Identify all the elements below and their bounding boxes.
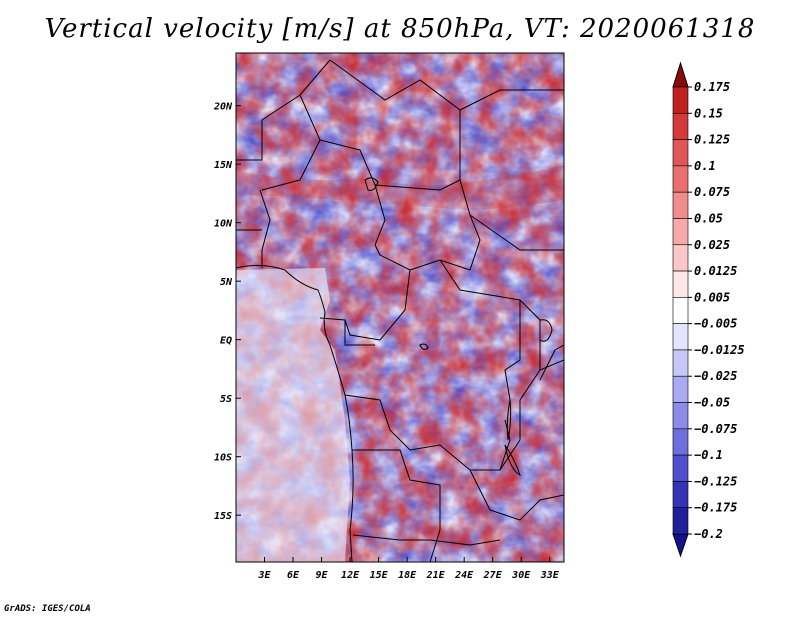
colorbar-label: −0.1: [694, 448, 723, 462]
lat-tick-label: 15N: [214, 160, 233, 171]
lon-tick-label: 27E: [483, 570, 503, 581]
colorbar-segment: [672, 402, 689, 430]
colorbar-label: −0.075: [694, 422, 737, 436]
colorbar-top-arrow: [672, 61, 689, 88]
colorbar-bottom-arrow: [672, 533, 689, 558]
lat-tick-label: EQ: [220, 336, 232, 347]
longitude-axis: 3E 6E 9E 12E 15E 18E 21E 24E 27E 30E 33E: [257, 557, 560, 581]
colorbar-legend: 0.175 0.15 0.125 0.1 0.075 0.05 0.025 0.0125 0.0…: [672, 61, 745, 558]
colorbar-segment: [672, 218, 689, 246]
grads-credit: GrADS: IGES/COLA: [4, 604, 91, 614]
colorbar-label: 0.175: [694, 80, 730, 94]
colorbar-label: −0.175: [694, 501, 737, 515]
lat-tick-label: 5S: [220, 394, 232, 405]
vertical-velocity-field: [236, 53, 564, 562]
colorbar-label: 0.025: [694, 238, 730, 252]
colorbar-label: −0.0125: [694, 343, 745, 357]
colorbar-segment: [672, 454, 689, 482]
lat-tick-label: 10S: [214, 453, 232, 464]
colorbar-label: −0.05: [694, 396, 730, 410]
lakes: [364, 177, 553, 476]
colorbar-segment: [672, 191, 689, 219]
colorbar-segment: [672, 323, 689, 351]
colorbar-segment: [672, 139, 689, 167]
colorbar-label: 0.0125: [694, 264, 737, 278]
colorbar-label: −0.2: [694, 527, 723, 541]
latitude-axis: 20N 15N 10N 5N EQ 5S 10S 15S: [213, 102, 241, 522]
colorbar-label: 0.1: [694, 159, 716, 173]
lon-tick-label: 18E: [398, 570, 417, 581]
lon-tick-label: 6E: [287, 570, 300, 581]
colorbar-label: 0.05: [694, 211, 723, 225]
colorbar-label: 0.075: [694, 185, 730, 199]
lon-tick-label: 30E: [511, 570, 531, 581]
colorbar-segment: [672, 112, 689, 140]
colorbar-segment: [672, 270, 689, 298]
colorbar-label: −0.025: [694, 369, 737, 383]
lon-tick-label: 21E: [426, 570, 446, 581]
colorbar-segment: [672, 244, 689, 272]
country-borders: [236, 59, 564, 562]
colorbar-segment: [672, 165, 689, 193]
colorbar-label: 0.125: [694, 133, 730, 147]
colorbar-segment: [672, 507, 689, 535]
lon-tick-label: 15E: [370, 570, 389, 581]
lat-tick-label: 15S: [214, 511, 232, 522]
colorbar-segment: [672, 481, 689, 509]
lon-tick-label: 12E: [341, 570, 360, 581]
colorbar-label: −0.005: [694, 317, 737, 331]
lat-tick-label: 20N: [213, 102, 233, 113]
colorbar-label: −0.125: [694, 474, 737, 488]
lat-tick-label: 5N: [220, 277, 233, 288]
colorbar-segment: [672, 297, 689, 324]
colorbar-segment: [672, 428, 689, 456]
chart-title: Vertical velocity [m/s] at 850hPa, VT: 2…: [44, 14, 756, 44]
colorbar-label: 0.005: [694, 290, 730, 304]
colorbar-segment: [672, 86, 689, 114]
map-frame: [235, 52, 565, 563]
lat-tick-label: 10N: [214, 219, 233, 230]
lon-tick-label: 33E: [540, 570, 560, 581]
colorbar-label: 0.15: [694, 106, 723, 120]
colorbar-segment: [672, 349, 689, 377]
colorbar-segment: [672, 375, 689, 403]
lon-tick-label: 24E: [454, 570, 474, 581]
lon-tick-label: 9E: [316, 570, 329, 581]
lon-tick-label: 3E: [257, 570, 271, 581]
